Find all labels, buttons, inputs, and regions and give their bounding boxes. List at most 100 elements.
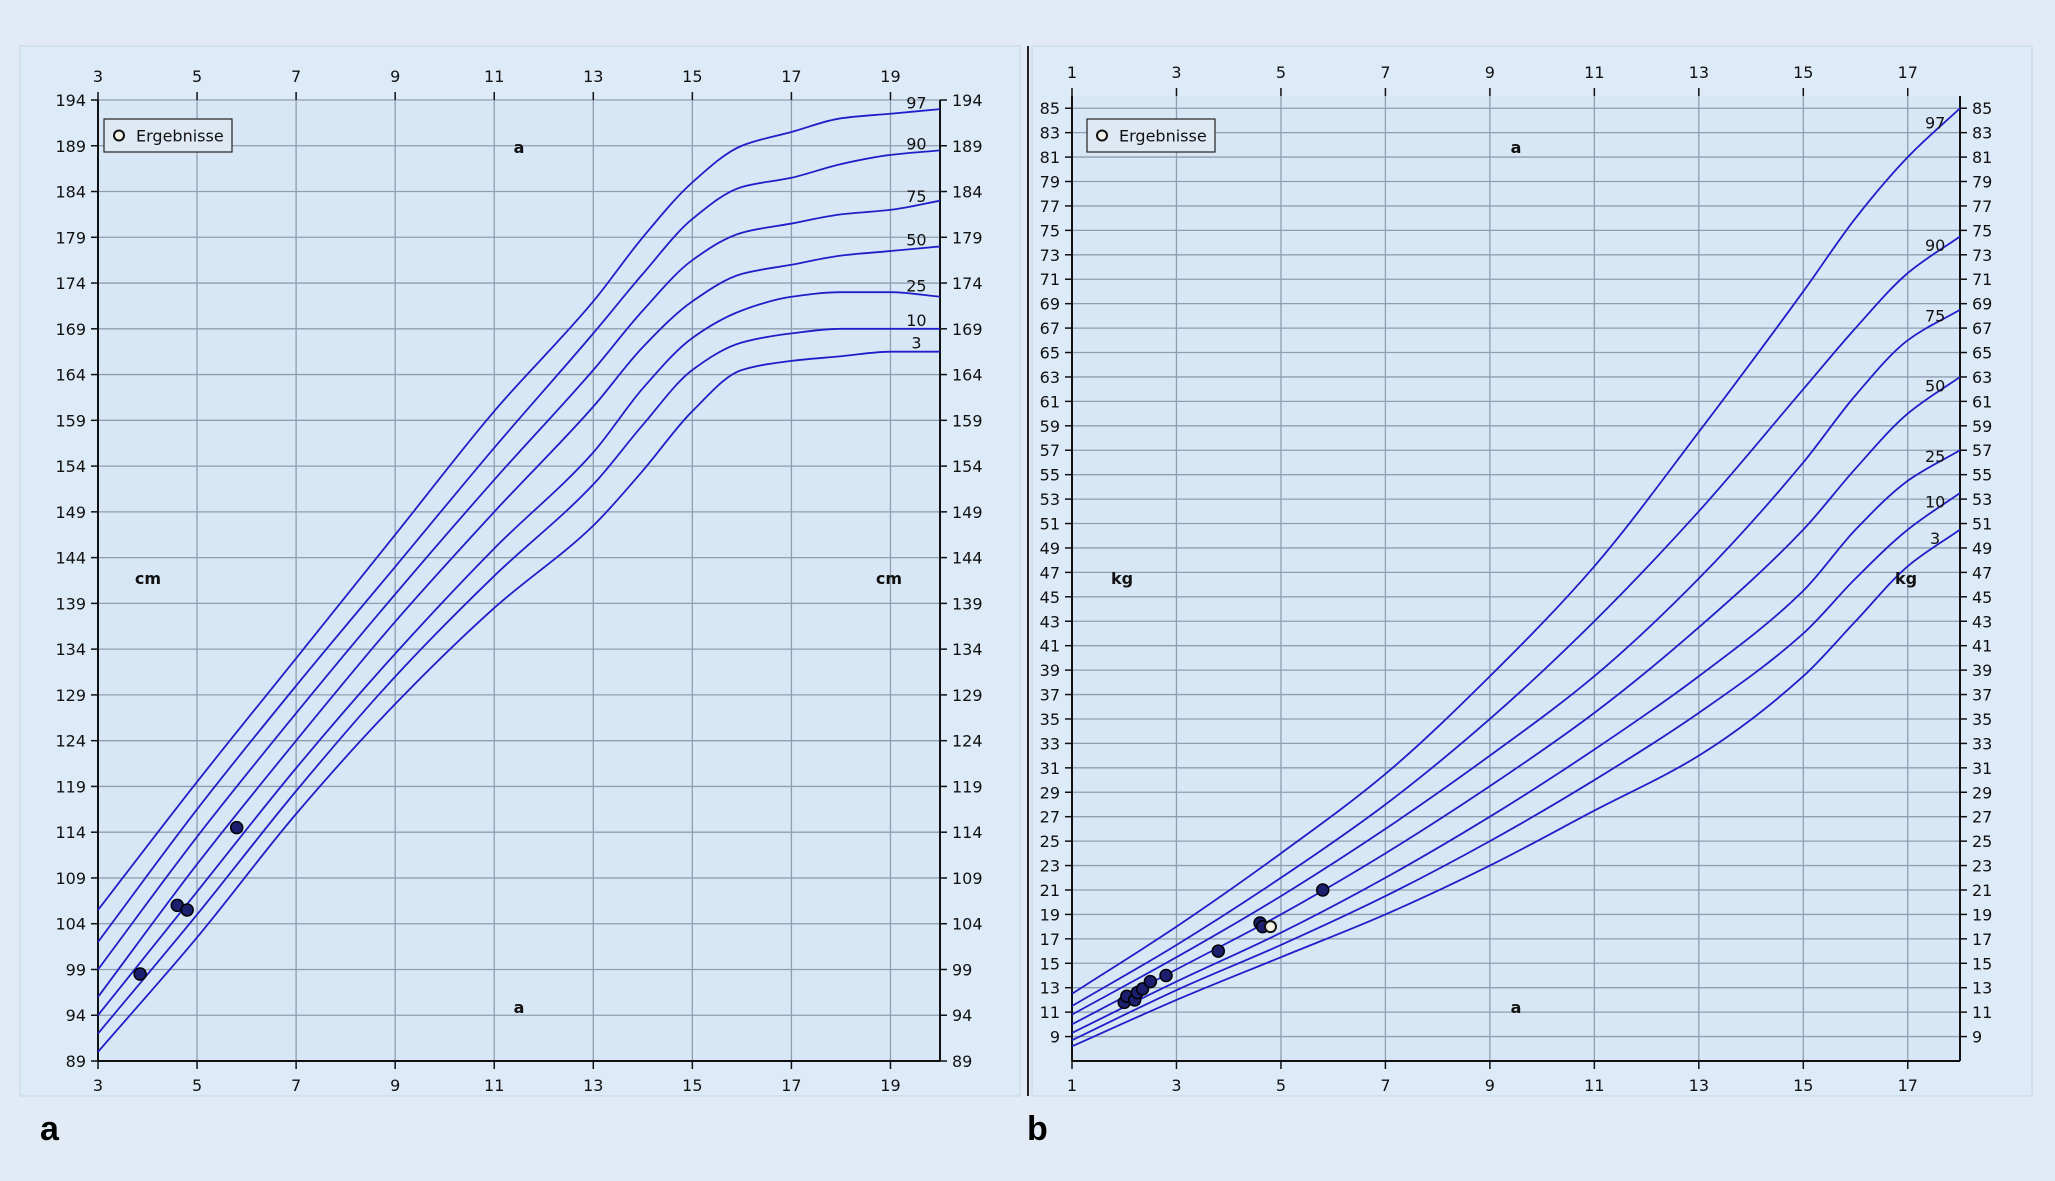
y-tick-label-left: 109	[55, 869, 86, 888]
y-tick-label-right: 23	[1972, 857, 1992, 876]
result-point	[133, 967, 147, 981]
y-tick-label-right: 194	[952, 91, 983, 110]
y-tick-label-left: 25	[1040, 832, 1060, 851]
y-tick-label-right: 179	[952, 228, 983, 247]
result-point	[1315, 883, 1330, 897]
x-tick-label-bottom: 13	[1689, 1076, 1709, 1095]
y-tick-label-left: 69	[1040, 295, 1060, 314]
legend-label: Ergebnisse	[1119, 127, 1207, 146]
legend-marker	[1096, 129, 1108, 142]
x-tick-label-top: 11	[484, 67, 504, 86]
panel-divider	[1027, 46, 1029, 1096]
percentile-curve-10	[97, 327, 940, 1035]
y-tick-label-right: 79	[1972, 173, 1992, 192]
x-tick-label-bottom: 9	[1485, 1076, 1495, 1095]
y-tick-label-right: 21	[1972, 881, 1992, 900]
unit-label-left: cm	[135, 569, 161, 588]
panel-label-b: b	[1027, 1110, 1048, 1148]
percentile-curve-3	[1071, 528, 1961, 1048]
x-tick-label-bottom: 13	[583, 1076, 603, 1095]
y-tick-label-right: 43	[1972, 612, 1992, 631]
y-tick-label-left: 77	[1040, 197, 1060, 216]
x-tick-label-bottom: 5	[192, 1076, 202, 1095]
y-tick-label-left: 149	[55, 503, 86, 522]
y-tick-label-right: 85	[1972, 99, 1992, 118]
y-tick-label-right: 89	[952, 1052, 972, 1071]
unit-label-right: cm	[876, 569, 902, 588]
y-tick-label-left: 57	[1040, 441, 1060, 460]
y-tick-label-right: 149	[952, 503, 983, 522]
y-tick-label-right: 41	[1972, 637, 1992, 656]
y-tick-label-right: 33	[1972, 734, 1992, 753]
result-point	[1143, 974, 1158, 989]
x-tick-label-top: 9	[1485, 63, 1495, 82]
x-tick-label-top: 19	[880, 67, 900, 86]
y-tick-label-left: 83	[1040, 124, 1060, 143]
y-tick-label-right: 169	[952, 320, 983, 339]
x-tick-label-bottom: 9	[390, 1076, 400, 1095]
y-tick-label-right: 129	[952, 686, 983, 705]
y-tick-label-right: 73	[1972, 246, 1992, 265]
percentile-label-75: 75	[1925, 306, 1945, 325]
y-tick-label-right: 71	[1972, 270, 1992, 289]
y-tick-label-left: 174	[55, 274, 86, 293]
y-tick-label-right: 184	[952, 183, 983, 202]
result-point	[1159, 968, 1173, 983]
y-tick-label-right: 77	[1972, 197, 1992, 216]
percentile-curve-75	[97, 199, 941, 971]
y-tick-label-left: 55	[1040, 466, 1060, 485]
percentile-curve-97	[1071, 107, 1961, 995]
y-tick-label-right: 83	[1972, 124, 1992, 143]
y-tick-label-left: 21	[1040, 881, 1060, 900]
percentile-label-3: 3	[911, 334, 921, 353]
y-tick-label-left: 49	[1040, 539, 1060, 558]
y-tick-label-left: 47	[1040, 563, 1060, 582]
y-tick-label-right: 61	[1972, 392, 1992, 411]
y-tick-label-left: 23	[1040, 857, 1060, 876]
age-label-bottom: a	[1511, 998, 1522, 1017]
percentile-curve-25	[97, 291, 941, 1016]
percentile-label-97: 97	[1925, 113, 1945, 132]
x-tick-label-top: 17	[781, 67, 801, 86]
y-tick-label-left: 11	[1040, 1003, 1060, 1022]
y-tick-label-left: 17	[1040, 930, 1060, 949]
y-tick-label-left: 37	[1040, 686, 1060, 705]
y-tick-label-left: 169	[55, 320, 86, 339]
y-tick-label-right: 134	[952, 640, 983, 659]
y-tick-label-left: 99	[66, 960, 86, 979]
percentile-label-90: 90	[1925, 236, 1945, 255]
y-tick-label-right: 15	[1972, 954, 1992, 973]
y-tick-label-left: 51	[1040, 515, 1060, 534]
y-tick-label-left: 189	[55, 137, 86, 156]
y-tick-label-right: 63	[1972, 368, 1992, 387]
y-tick-label-left: 134	[55, 640, 86, 659]
y-tick-label-right: 164	[952, 366, 983, 385]
y-tick-label-left: 73	[1040, 246, 1060, 265]
y-tick-label-left: 9	[1050, 1028, 1060, 1047]
y-tick-label-left: 85	[1040, 99, 1060, 118]
y-tick-label-right: 59	[1972, 417, 1992, 436]
y-tick-label-right: 25	[1972, 832, 1992, 851]
y-tick-label-right: 189	[952, 137, 983, 156]
y-tick-label-right: 51	[1972, 515, 1992, 534]
x-tick-label-top: 11	[1584, 63, 1604, 82]
percentile-curve-97	[97, 108, 941, 911]
x-tick-label-bottom: 5	[1276, 1076, 1286, 1095]
percentile-label-10: 10	[1925, 492, 1945, 511]
y-tick-label-right: 124	[952, 732, 983, 751]
y-tick-label-right: 39	[1972, 661, 1992, 680]
percentile-curve-75	[1071, 308, 1961, 1016]
y-tick-label-left: 41	[1040, 637, 1060, 656]
y-tick-label-left: 114	[55, 823, 86, 842]
legend-box	[103, 118, 233, 153]
percentile-curve-3	[97, 350, 940, 1053]
y-tick-label-left: 27	[1040, 808, 1060, 827]
y-tick-label-left: 79	[1040, 173, 1060, 192]
y-tick-label-left: 33	[1040, 734, 1060, 753]
x-tick-label-bottom: 7	[1380, 1076, 1390, 1095]
percentile-label-10: 10	[906, 311, 926, 330]
result-point-hollow	[1263, 920, 1277, 934]
x-tick-label-top: 1	[1067, 63, 1077, 82]
